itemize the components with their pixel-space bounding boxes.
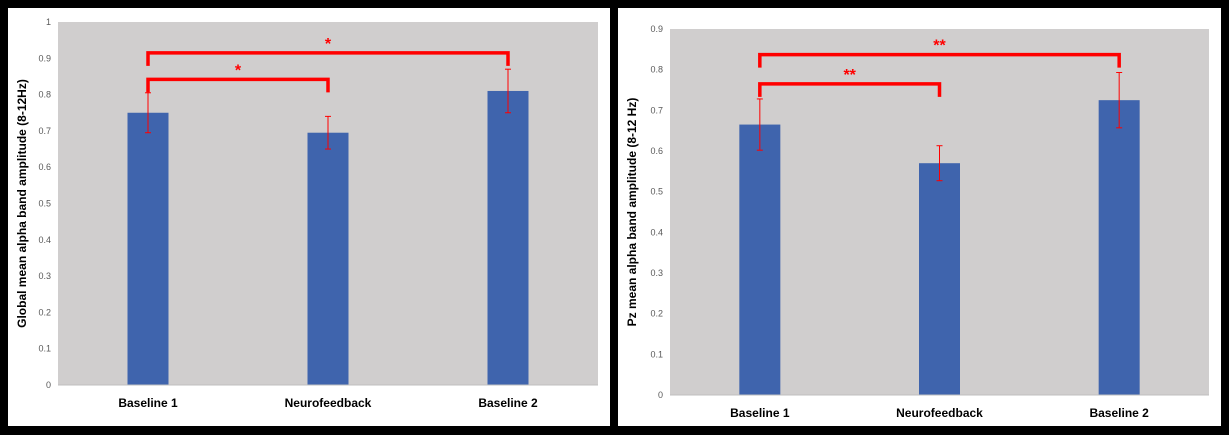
y-tick-label: 0.5 xyxy=(650,187,663,197)
x-tick-label: Baseline 1 xyxy=(118,396,178,410)
bar-1 xyxy=(307,132,349,385)
y-tick-label: 0.5 xyxy=(38,199,51,209)
y-tick-label: 0.1 xyxy=(650,349,663,359)
global-alpha-chart: 0 0.1 0.2 0.3 0.4 0.5 0.6 0.7 0.8 0.9 1 Global mean… xyxy=(15,17,598,410)
bar-2 xyxy=(1098,100,1140,396)
y-tick-label: 0.8 xyxy=(38,90,51,100)
left-chart-panel: 0 0.1 0.2 0.3 0.4 0.5 0.6 0.7 0.8 0.9 1 Global mean… xyxy=(8,8,610,426)
y-tick-label: 0.9 xyxy=(38,53,51,63)
y-axis-label: Global mean alpha band amplitude (8-12Hz… xyxy=(15,79,29,328)
y-tick-label: 0.6 xyxy=(38,162,51,172)
y-tick-label: 1 xyxy=(46,17,51,27)
y-tick-label: 0.6 xyxy=(650,146,663,156)
significance-bracket xyxy=(146,77,330,93)
y-tick-label: 0 xyxy=(46,380,51,390)
x-tick-label: Baseline 1 xyxy=(730,406,790,420)
significance-bracket xyxy=(146,51,510,66)
pz-alpha-chart: 0 0.1 0.2 0.3 0.4 0.5 0.6 0.7 0.8 0.9 Pz mean alph… xyxy=(625,24,1209,420)
y-tick-label: 0.4 xyxy=(650,227,663,237)
x-tick-label: Baseline 2 xyxy=(478,396,538,410)
y-tick-label: 0.3 xyxy=(38,271,51,281)
y-tick-label: 0.1 xyxy=(38,344,51,354)
bar-2 xyxy=(487,90,529,385)
y-tick-label: 0.2 xyxy=(38,307,51,317)
bar-0 xyxy=(739,124,781,396)
significance-label: ** xyxy=(933,38,946,55)
significance-label: * xyxy=(325,36,332,53)
y-tick-label: 0.8 xyxy=(650,65,663,75)
y-axis-label: Pz mean alpha band amplitude (8-12 Hz) xyxy=(625,98,639,327)
significance-label: * xyxy=(235,62,242,79)
right-chart-panel: 0 0.1 0.2 0.3 0.4 0.5 0.6 0.7 0.8 0.9 Pz mean alph… xyxy=(618,8,1221,426)
y-tick-label: 0.9 xyxy=(650,24,663,34)
significance-bracket xyxy=(758,52,1121,68)
y-tick-label: 0.4 xyxy=(38,235,51,245)
significance-label: ** xyxy=(843,67,856,84)
y-tick-label: 0 xyxy=(658,390,663,400)
significance-bracket xyxy=(758,82,942,97)
x-tick-label: Neurofeedback xyxy=(285,396,372,410)
y-tick-label: 0.7 xyxy=(38,126,51,136)
x-tick-label: Neurofeedback xyxy=(896,406,983,420)
x-tick-label: Baseline 2 xyxy=(1089,406,1149,420)
y-tick-label: 0.3 xyxy=(650,268,663,278)
bar-1 xyxy=(919,163,960,395)
bar-0 xyxy=(127,112,169,385)
y-tick-label: 0.2 xyxy=(650,309,663,319)
y-tick-label: 0.7 xyxy=(650,105,663,115)
